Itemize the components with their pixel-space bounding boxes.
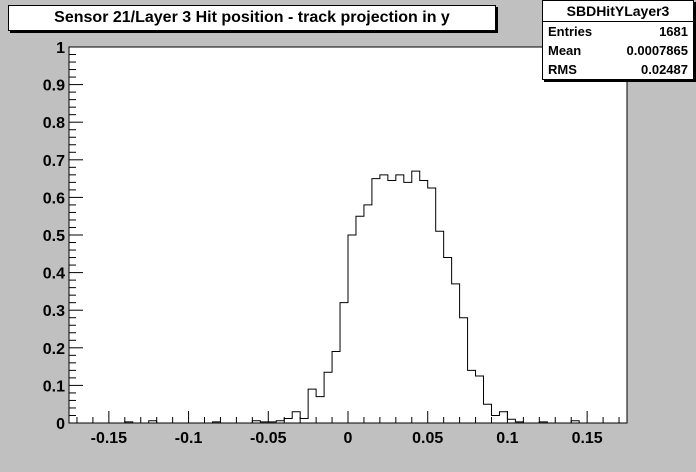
y-tick-label: 0.4 [43,266,65,283]
y-tick-label: 0.5 [43,228,65,245]
x-tick-label: 0.1 [496,430,518,447]
x-tick-label: 0.15 [572,430,603,447]
y-tick-label: 1 [56,40,65,57]
x-tick-label: 0 [344,430,353,447]
y-tick-label: 0.3 [43,303,65,320]
rms-label: RMS [548,62,577,77]
entries-value: 1681 [659,24,688,39]
mean-value: 0.0007865 [626,43,688,58]
stats-rms-row: RMS 0.02487 [543,60,693,79]
y-tick-label: 0.2 [43,341,65,358]
chart-title: Sensor 21/Layer 3 Hit position - track p… [8,5,496,31]
axis-labels: -0.15 -0.1 -0.05 0 0.05 0.1 0.15 0 0.1 0.2 0.3 0.4 0… [43,40,603,447]
plot-border [68,46,628,424]
mean-label: Mean [548,43,582,58]
y-tick-label: 0.8 [43,115,65,132]
stats-box: SBDHitYLayer3 Entries 1681 Mean 0.000786… [542,0,694,80]
stats-mean-row: Mean 0.0007865 [543,41,693,60]
rms-value: 0.02487 [641,62,688,77]
x-tick-label: 0.05 [412,430,443,447]
y-tick-label: 0.9 [43,78,65,95]
y-tick-label: 0.6 [43,190,65,207]
x-tick-label: -0.05 [250,430,287,447]
x-tick-label: -0.15 [91,430,128,447]
stats-entries-row: Entries 1681 [543,22,693,41]
y-tick-label: 0.7 [43,153,65,170]
y-tick-label: 0 [56,416,65,433]
x-tick-label: -0.1 [175,430,203,447]
stats-histogram-name: SBDHitYLayer3 [543,1,693,22]
entries-label: Entries [548,24,593,39]
y-tick-label: 0.1 [43,378,65,395]
